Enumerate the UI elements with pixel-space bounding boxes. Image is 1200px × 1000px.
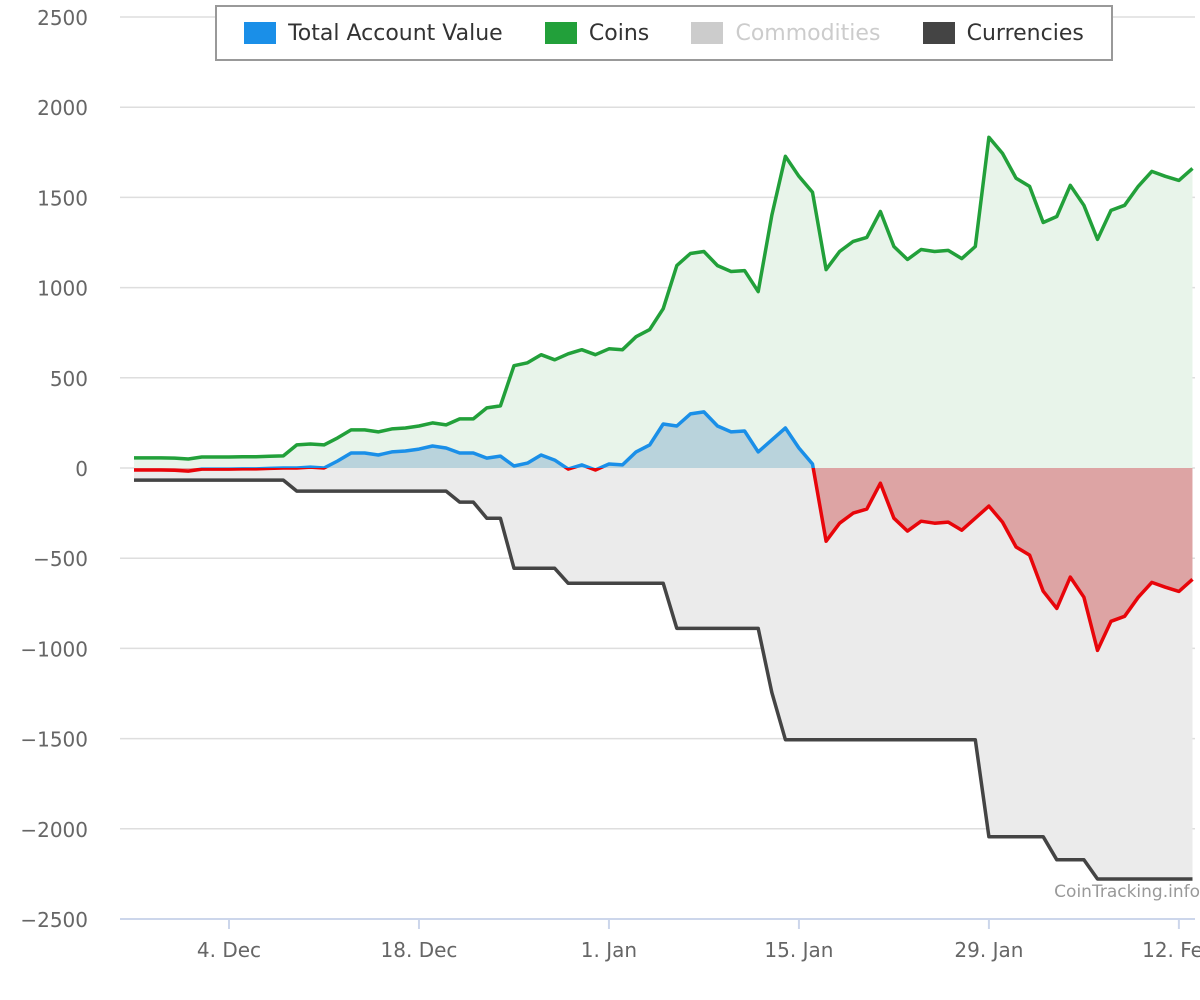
coins-area [134, 137, 1193, 469]
legend-label: Coins [588, 20, 650, 46]
x-tick-label: 1. Jan [581, 938, 637, 962]
legend-item-currencies[interactable]: Currencies [922, 20, 1084, 46]
total-line-negative [134, 468, 1194, 653]
legend-swatch [922, 22, 955, 44]
y-tick-label: 1000 [37, 277, 88, 301]
y-tick-label: 1500 [37, 186, 88, 210]
legend-swatch [244, 22, 277, 44]
legend-item-commodities[interactable]: Commodities [691, 21, 880, 46]
legend-swatch [544, 22, 577, 44]
y-tick-label: 2500 [37, 6, 88, 30]
y-tick-label: −500 [33, 547, 88, 571]
currencies-line [134, 478, 1193, 881]
x-tick-label: 29. Jan [954, 938, 1023, 962]
legend-swatch [691, 22, 724, 44]
legend: Total Account Value Coins Commodities Cu… [215, 5, 1113, 61]
y-tick-label: −1500 [20, 728, 88, 752]
legend-item-coins[interactable]: Coins [544, 20, 650, 46]
y-tick-label: −2000 [20, 818, 88, 842]
watermark-credit[interactable]: CoinTracking.info [1054, 882, 1200, 902]
coins-line [134, 135, 1194, 461]
x-tick-label: 18. Dec [381, 938, 458, 962]
y-tick-label: 500 [50, 367, 88, 391]
legend-item-total-account-value[interactable]: Total Account Value [244, 21, 503, 46]
x-tick-label: 15. Jan [764, 938, 833, 962]
y-tick-label: 0 [75, 457, 88, 481]
x-tick-label: 4. Dec [197, 938, 261, 962]
legend-label: Currencies [966, 20, 1084, 46]
x-tick-label: 12. Feb [1142, 938, 1200, 962]
y-tick-label: −1000 [20, 637, 88, 661]
legend-label: Commodities [735, 20, 881, 46]
total-area-positive [134, 411, 1193, 468]
total-area-negative [134, 468, 1193, 651]
legend-label: Total Account Value [288, 20, 503, 46]
total-line-positive [197, 410, 815, 468]
currencies-area [134, 468, 1193, 879]
y-tick-label: −2500 [20, 908, 88, 932]
y-tick-label: 2000 [37, 96, 88, 120]
